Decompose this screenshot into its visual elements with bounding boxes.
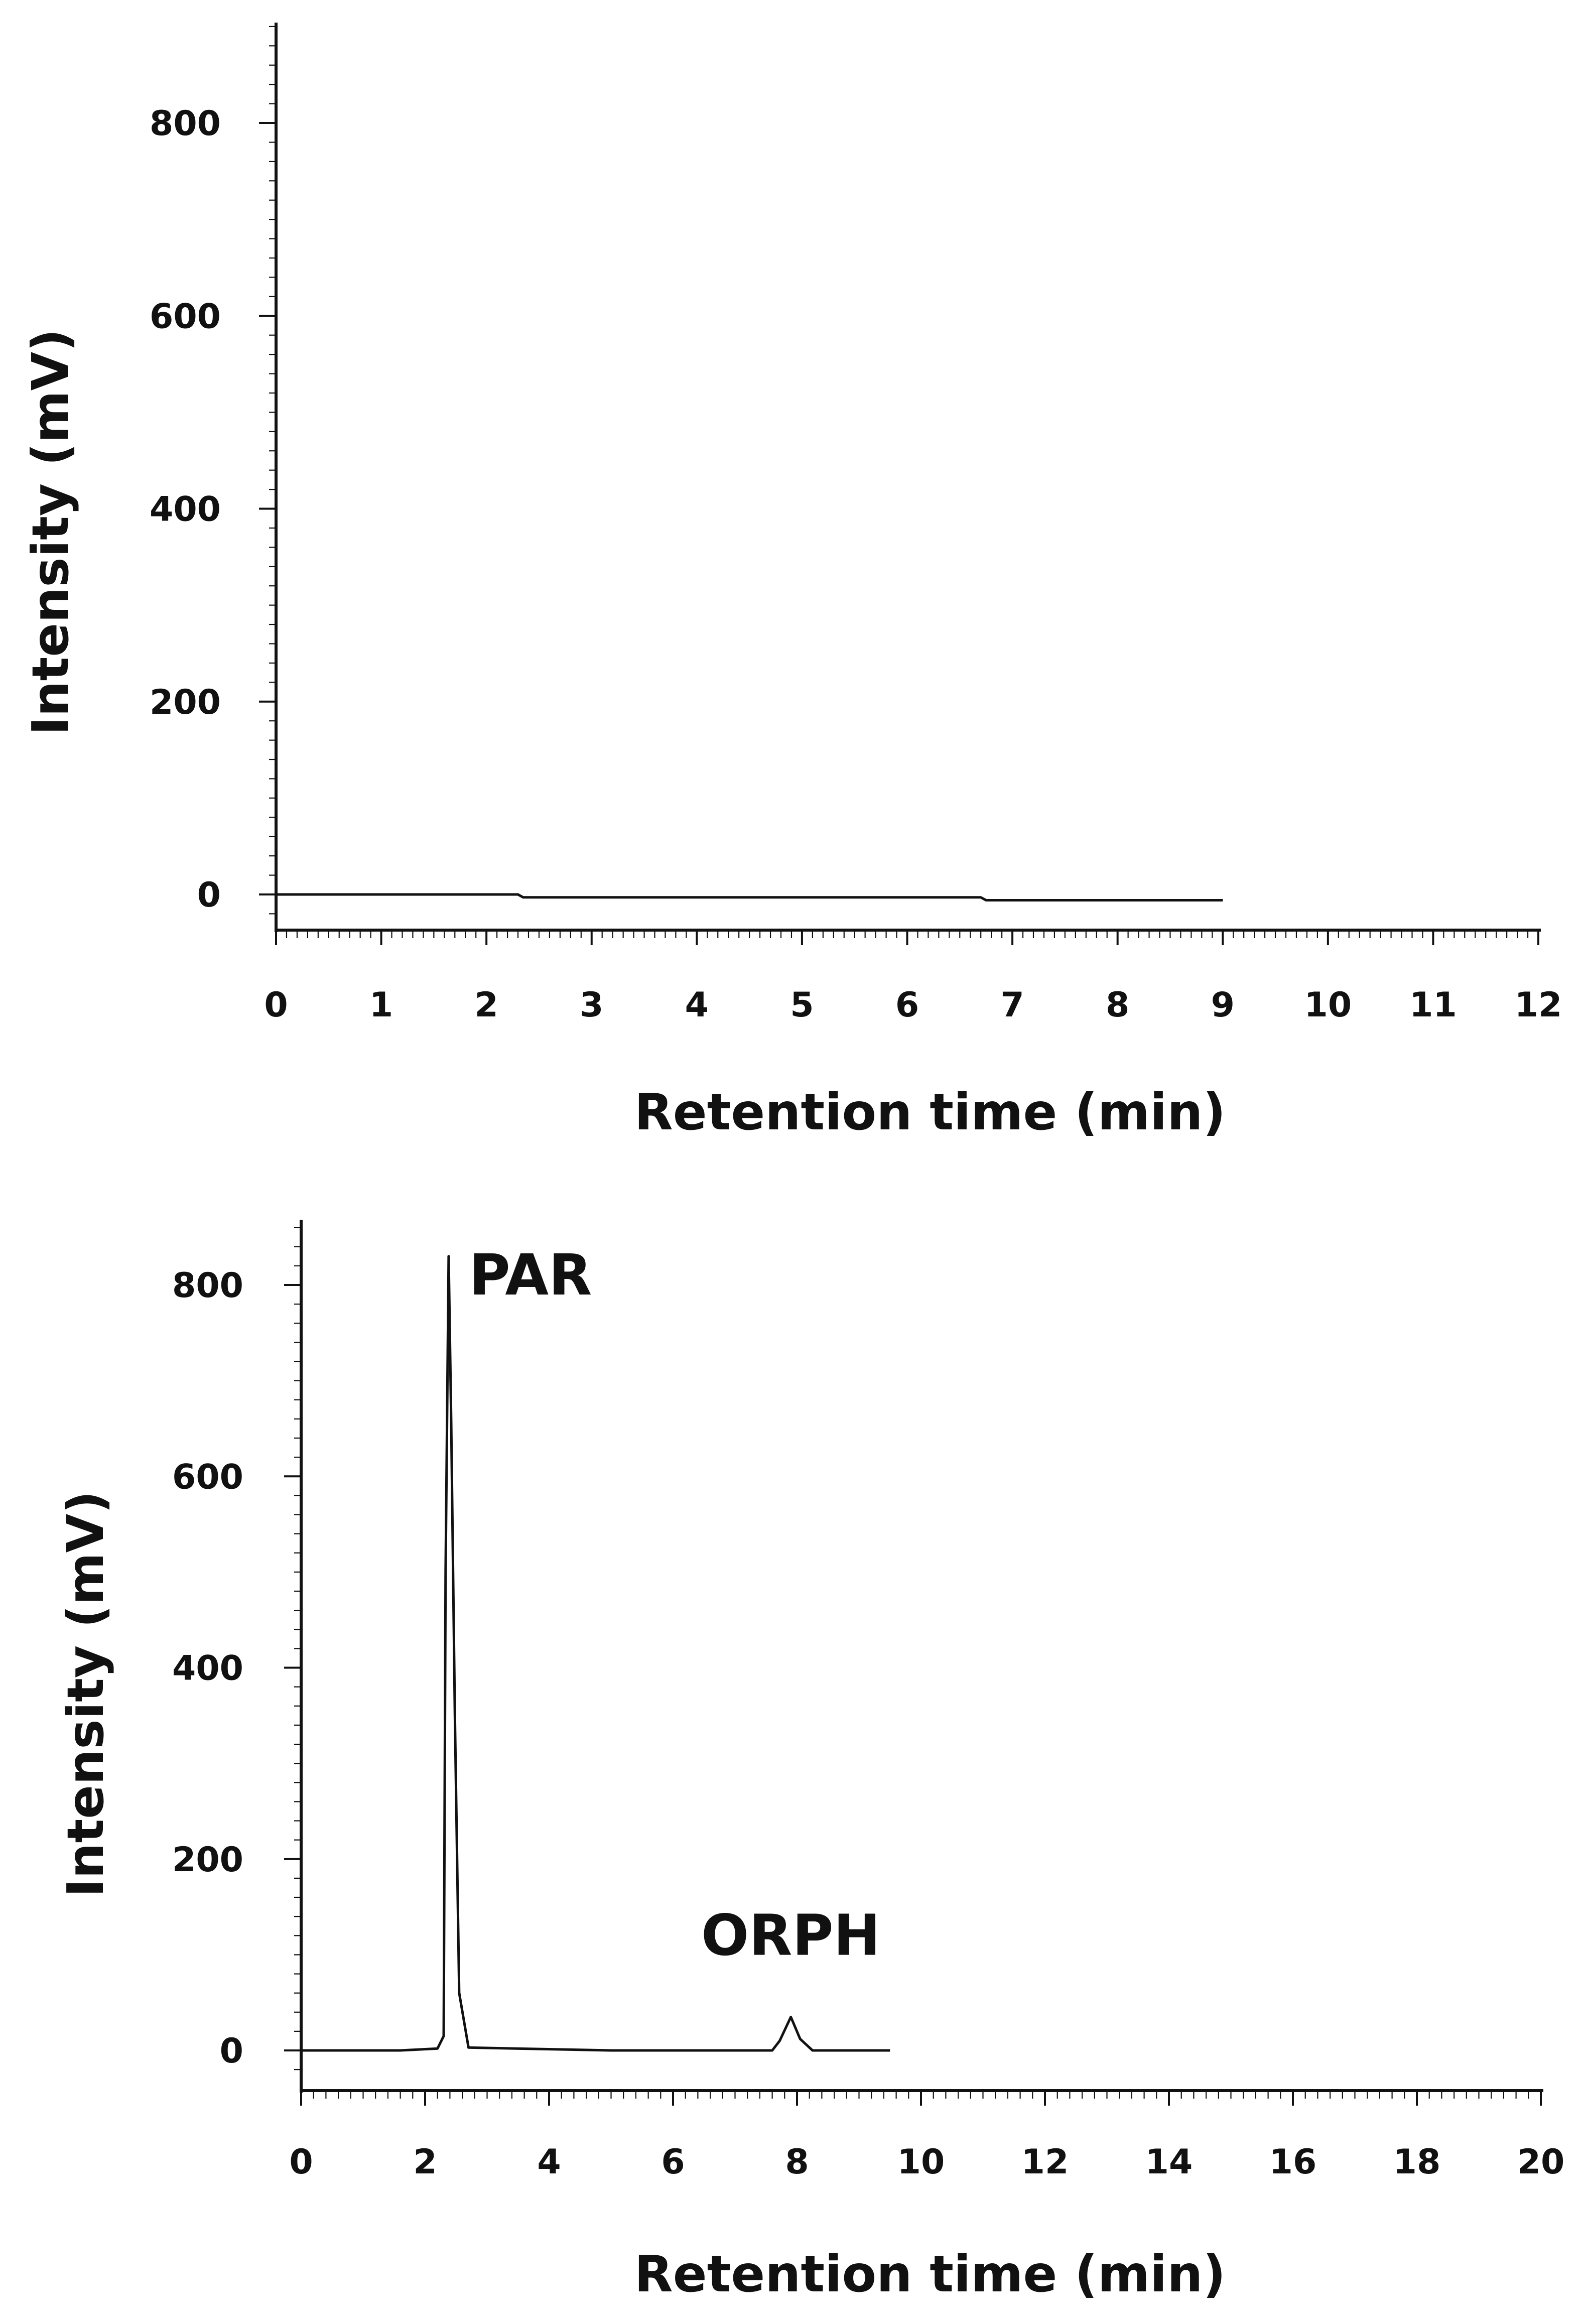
y-tick-label: 600: [172, 1457, 243, 1497]
x-tick-label: 12: [1021, 2142, 1069, 2182]
x-tick-label: 0: [289, 2142, 313, 2182]
x-tick-label: 10: [897, 2142, 945, 2182]
y-tick-label: 0: [220, 2031, 243, 2071]
chart-sample-series: [301, 1255, 890, 2052]
x-tick-label: 3: [580, 985, 603, 1025]
x-tick-label: 2: [475, 985, 498, 1025]
y-tick-label: 400: [150, 490, 221, 530]
y-tick-label: 200: [150, 683, 221, 722]
x-axis-title: Retention time (min): [634, 2245, 1226, 2303]
x-tick-label: 18: [1393, 2142, 1441, 2182]
chromatogram-trace: [301, 1255, 890, 2052]
x-tick-label: 6: [895, 985, 919, 1025]
chart-blank-series: [276, 893, 1223, 901]
x-tick-label: 4: [685, 985, 709, 1025]
y-axis-title: Intensity (mV): [21, 329, 80, 735]
x-tick-label: 8: [1106, 985, 1129, 1025]
x-tick-label: 2: [413, 2142, 437, 2182]
y-tick-label: 200: [172, 1840, 243, 1880]
x-tick-label: 10: [1304, 985, 1352, 1025]
chart-blank-axes: [275, 23, 1541, 932]
x-tick-label: 20: [1517, 2142, 1565, 2182]
x-tick-label: 16: [1269, 2142, 1317, 2182]
x-tick-label: 6: [661, 2142, 685, 2182]
y-tick-label: 800: [150, 104, 221, 144]
chart-sample-axes: [300, 1220, 1543, 2093]
peak-label-par: PAR: [469, 1243, 592, 1308]
chromatogram-trace: [276, 893, 1223, 901]
x-tick-label: 14: [1145, 2142, 1193, 2182]
x-tick-label: 8: [785, 2142, 809, 2182]
x-tick-label: 12: [1515, 985, 1562, 1025]
y-tick-label: 600: [150, 297, 221, 336]
x-tick-label: 9: [1211, 985, 1235, 1025]
x-axis-title: Retention time (min): [634, 1083, 1226, 1141]
x-tick-label: 11: [1409, 985, 1457, 1025]
x-tick-label: 4: [537, 2142, 561, 2182]
chart-sample-annotations: PAR ORPH: [469, 1243, 881, 1968]
peak-label-orph: ORPH: [701, 1903, 880, 1968]
x-tick-label: 5: [790, 985, 814, 1025]
x-tick-label: 0: [264, 985, 288, 1025]
x-tick-label: 7: [1000, 985, 1024, 1025]
x-tick-label: 1: [369, 985, 393, 1025]
y-tick-label: 400: [172, 1649, 243, 1689]
y-axis-title: Intensity (mV): [56, 1491, 115, 1897]
y-tick-label: 800: [172, 1266, 243, 1306]
y-tick-label: 0: [197, 875, 221, 915]
